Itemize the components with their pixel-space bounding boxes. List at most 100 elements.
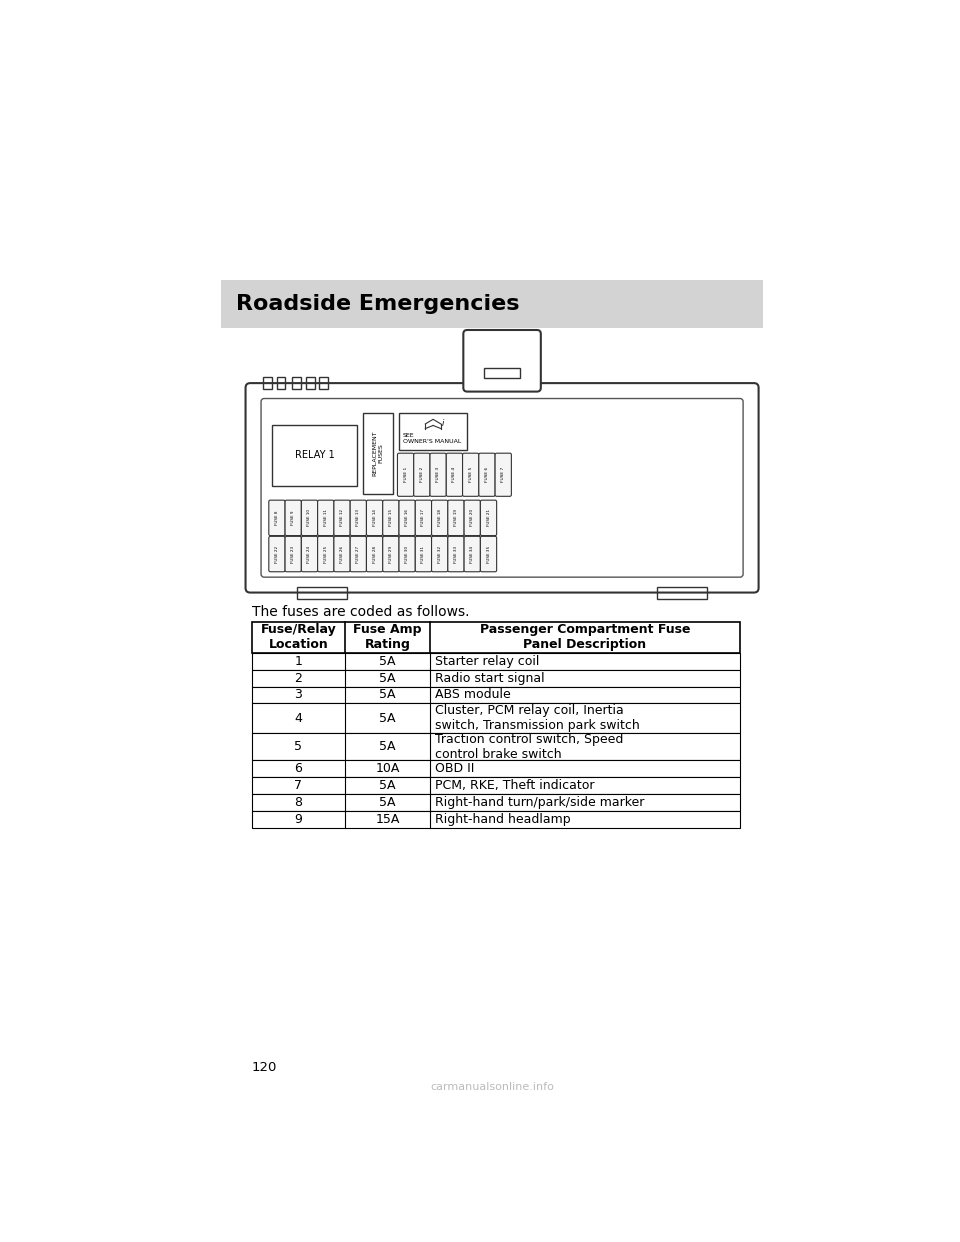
Text: FUSE 12: FUSE 12 (340, 509, 344, 527)
Text: FUSE 29: FUSE 29 (389, 545, 393, 563)
FancyBboxPatch shape (246, 383, 758, 592)
Text: FUSE 2: FUSE 2 (420, 467, 424, 482)
Text: FUSE 35: FUSE 35 (487, 545, 491, 563)
Bar (319, 378, 327, 389)
FancyBboxPatch shape (269, 537, 285, 571)
FancyBboxPatch shape (432, 501, 447, 535)
Text: FUSE 23: FUSE 23 (291, 545, 296, 563)
FancyBboxPatch shape (432, 537, 447, 571)
Text: FUSE 28: FUSE 28 (372, 545, 376, 563)
Text: Roadside Emergencies: Roadside Emergencies (236, 294, 519, 314)
Bar (252, 622, 740, 652)
Text: FUSE 26: FUSE 26 (340, 545, 344, 563)
FancyBboxPatch shape (269, 501, 285, 535)
Text: REPLACEMENT
FUSES: REPLACEMENT FUSES (372, 431, 383, 477)
Text: FUSE 24: FUSE 24 (307, 545, 311, 563)
FancyBboxPatch shape (414, 453, 430, 497)
Text: 8: 8 (295, 796, 302, 810)
Text: Fuse Amp
Rating: Fuse Amp Rating (353, 623, 421, 651)
Text: Traction control switch, Speed
control brake switch: Traction control switch, Speed control b… (435, 733, 623, 760)
Text: PCM, RKE, Theft indicator: PCM, RKE, Theft indicator (435, 779, 594, 792)
Text: Right-hand headlamp: Right-hand headlamp (435, 814, 570, 826)
FancyBboxPatch shape (495, 453, 512, 497)
Text: 5A: 5A (379, 796, 396, 810)
Text: FUSE 25: FUSE 25 (324, 545, 327, 563)
Text: 3: 3 (295, 688, 302, 702)
Text: 4: 4 (295, 712, 302, 724)
Text: FUSE 3: FUSE 3 (436, 467, 440, 482)
Bar (252, 777, 740, 795)
FancyBboxPatch shape (480, 501, 496, 535)
Text: 5: 5 (295, 740, 302, 753)
FancyBboxPatch shape (479, 453, 495, 497)
Bar (657, 587, 708, 599)
Text: 120: 120 (252, 1062, 277, 1074)
Text: 5A: 5A (379, 740, 396, 753)
Text: FUSE 8: FUSE 8 (275, 510, 279, 525)
Text: i: i (442, 420, 444, 428)
FancyBboxPatch shape (301, 501, 318, 535)
FancyBboxPatch shape (464, 501, 480, 535)
Bar (484, 368, 520, 378)
Text: 10A: 10A (375, 763, 399, 775)
FancyBboxPatch shape (447, 501, 464, 535)
Bar (252, 669, 740, 687)
Text: 2: 2 (295, 672, 302, 684)
Bar (252, 652, 740, 669)
Bar (221, 279, 763, 328)
FancyBboxPatch shape (430, 453, 446, 497)
Text: FUSE 11: FUSE 11 (324, 509, 327, 527)
FancyBboxPatch shape (318, 501, 334, 535)
Text: Passenger Compartment Fuse
Panel Description: Passenger Compartment Fuse Panel Descrip… (480, 623, 690, 651)
Text: FUSE 10: FUSE 10 (307, 509, 311, 527)
Text: FUSE 4: FUSE 4 (452, 467, 456, 482)
Text: Right-hand turn/park/side marker: Right-hand turn/park/side marker (435, 796, 644, 810)
Text: FUSE 22: FUSE 22 (275, 545, 279, 563)
Text: 5A: 5A (379, 688, 396, 702)
FancyBboxPatch shape (397, 453, 414, 497)
Text: SEE
OWNER'S MANUAL: SEE OWNER'S MANUAL (403, 433, 461, 443)
Text: FUSE 19: FUSE 19 (454, 509, 458, 527)
Text: FUSE 30: FUSE 30 (405, 545, 409, 563)
Text: 7: 7 (295, 779, 302, 792)
FancyBboxPatch shape (367, 537, 383, 571)
Text: FUSE 18: FUSE 18 (438, 509, 442, 527)
Text: FUSE 15: FUSE 15 (389, 509, 393, 527)
Text: FUSE 32: FUSE 32 (438, 545, 442, 563)
Text: Radio start signal: Radio start signal (435, 672, 544, 684)
Bar (263, 378, 272, 389)
FancyBboxPatch shape (301, 537, 318, 571)
FancyBboxPatch shape (464, 330, 540, 391)
Text: carmanualsonline.info: carmanualsonline.info (430, 1082, 554, 1092)
Text: OBD II: OBD II (435, 763, 474, 775)
Text: FUSE 13: FUSE 13 (356, 509, 360, 527)
Text: Starter relay coil: Starter relay coil (435, 655, 539, 668)
Text: 1: 1 (295, 655, 302, 668)
Text: FUSE 16: FUSE 16 (405, 509, 409, 527)
Bar (252, 687, 740, 703)
FancyBboxPatch shape (285, 501, 301, 535)
Text: Fuse/Relay
Location: Fuse/Relay Location (260, 623, 336, 651)
Text: FUSE 5: FUSE 5 (468, 467, 472, 482)
Bar (276, 378, 285, 389)
Text: The fuses are coded as follows.: The fuses are coded as follows. (252, 605, 469, 619)
Text: 5A: 5A (379, 655, 396, 668)
Bar (252, 760, 740, 777)
FancyBboxPatch shape (383, 501, 399, 535)
Bar (272, 425, 357, 487)
FancyBboxPatch shape (446, 453, 463, 497)
Text: FUSE 14: FUSE 14 (372, 509, 376, 527)
Bar (292, 378, 300, 389)
Text: FUSE 1: FUSE 1 (403, 467, 408, 482)
FancyBboxPatch shape (350, 501, 367, 535)
Bar (252, 733, 740, 760)
Text: 15A: 15A (375, 814, 399, 826)
Text: FUSE 7: FUSE 7 (501, 467, 505, 482)
Text: Cluster, PCM relay coil, Inertia
switch, Transmission park switch: Cluster, PCM relay coil, Inertia switch,… (435, 704, 639, 732)
Text: FUSE 6: FUSE 6 (485, 467, 489, 482)
Text: 5A: 5A (379, 779, 396, 792)
FancyBboxPatch shape (416, 501, 432, 535)
Text: ABS module: ABS module (435, 688, 511, 702)
FancyBboxPatch shape (416, 537, 432, 571)
Text: RELAY 1: RELAY 1 (295, 451, 334, 461)
